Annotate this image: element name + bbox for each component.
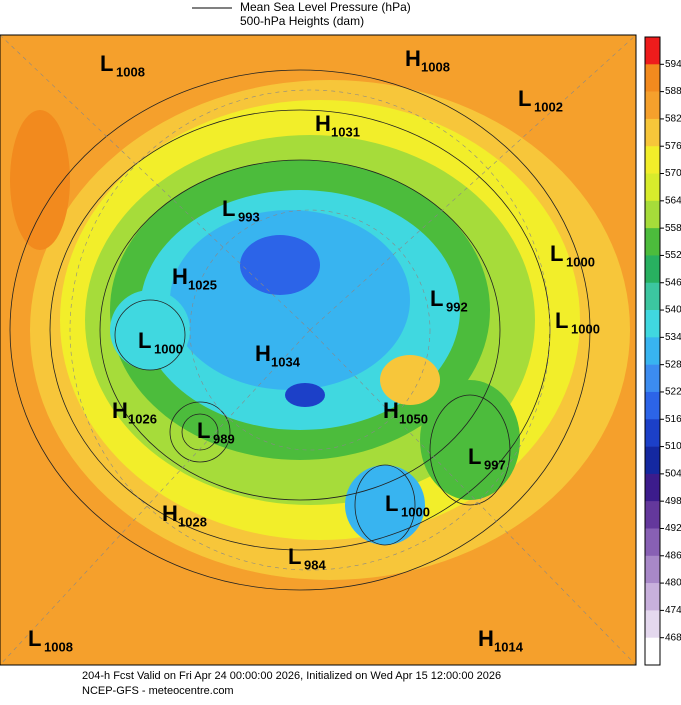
center-letter: H — [383, 398, 399, 423]
center-value: 992 — [446, 299, 468, 314]
center-letter: L — [138, 328, 151, 353]
colorbar-label: 534 — [665, 332, 681, 343]
colorbar-label: 492 — [665, 523, 681, 534]
map-frame — [0, 34, 637, 666]
colorbar-swatch — [645, 337, 660, 365]
colorbar-label: 546 — [665, 277, 681, 288]
center-letter: L — [385, 491, 398, 516]
colorbar-swatch — [645, 228, 660, 256]
colorbar-swatch — [645, 310, 660, 338]
center-value: 1008 — [421, 59, 450, 74]
center-letter: L — [518, 86, 531, 111]
colorbar-label: 528 — [665, 359, 681, 370]
colorbar-label: 504 — [665, 469, 681, 480]
colorbar-swatch — [645, 255, 660, 284]
center-letter: H — [255, 341, 271, 366]
center-letter: H — [405, 46, 421, 71]
center-letter: L — [28, 626, 41, 651]
center-value: 1031 — [331, 124, 360, 139]
colorbar-label: 564 — [665, 195, 681, 206]
colorbar-label: 498 — [665, 496, 681, 507]
center-letter: L — [197, 418, 210, 443]
center-value: 1000 — [401, 504, 430, 519]
colorbar-swatch — [645, 364, 660, 393]
colorbar-swatch — [645, 91, 660, 120]
center-value: 1000 — [154, 341, 183, 356]
center-value: 993 — [238, 209, 260, 224]
center-value: 1025 — [188, 277, 217, 292]
center-letter: H — [112, 398, 128, 423]
legend-text: 500-hPa Heights (dam) — [240, 14, 364, 28]
legend-text: Mean Sea Level Pressure (hPa) — [240, 0, 411, 14]
center-letter: H — [172, 264, 188, 289]
colorbar-swatch — [645, 583, 660, 611]
center-letter: H — [478, 626, 494, 651]
colorbar-swatch — [645, 528, 660, 557]
colorbar-label: 480 — [665, 578, 681, 589]
center-value: 1000 — [566, 254, 595, 269]
colorbar-label: 594 — [665, 59, 681, 70]
center-value: 1034 — [271, 354, 301, 369]
colorbar-swatch — [645, 200, 660, 229]
center-letter: L — [468, 444, 481, 469]
colorbar-swatch — [645, 555, 660, 584]
colorbar-label: 516 — [665, 414, 681, 425]
colorbar-swatch — [645, 282, 660, 311]
center-value: 1008 — [116, 64, 145, 79]
colorbar-swatch — [645, 146, 660, 174]
colorbar-label: 570 — [665, 168, 681, 179]
colorbar-label: 588 — [665, 86, 681, 97]
center-letter: L — [430, 286, 443, 311]
colorbar-swatch — [645, 391, 660, 420]
colorbar-label: 576 — [665, 141, 681, 152]
colorbar-swatch — [645, 173, 660, 202]
center-value: 1002 — [534, 99, 563, 114]
colorbar-swatch — [645, 446, 660, 475]
center-letter: L — [555, 308, 568, 333]
colorbar-swatch — [645, 610, 660, 638]
colorbar-label: 522 — [665, 387, 681, 398]
center-value: 989 — [213, 431, 235, 446]
colorbar-label: 486 — [665, 550, 681, 561]
center-value: 1014 — [494, 639, 524, 654]
colorbar-label: 468 — [665, 632, 681, 643]
center-value: 1028 — [178, 514, 207, 529]
center-value: 1026 — [128, 411, 157, 426]
center-letter: L — [100, 51, 113, 76]
center-value: 1000 — [571, 321, 600, 336]
center-letter: L — [550, 241, 563, 266]
footer-text: NCEP-GFS - meteocentre.com — [82, 685, 234, 697]
height-field — [0, 35, 636, 665]
colorbar-swatch — [645, 64, 660, 92]
center-value: 997 — [484, 457, 506, 472]
colorbar-label: 552 — [665, 250, 681, 261]
colorbar-swatch — [645, 501, 660, 529]
colorbar-label: 510 — [665, 441, 681, 452]
colorbar-label: 540 — [665, 305, 681, 316]
center-letter: H — [162, 501, 178, 526]
center-value: 1050 — [399, 411, 428, 426]
center-letter: H — [315, 111, 331, 136]
colorbar-swatch — [645, 118, 660, 147]
colorbar-frame — [644, 36, 661, 666]
colorbar-swatch — [645, 473, 660, 502]
center-value: 984 — [304, 557, 326, 572]
colorbar-label: 558 — [665, 223, 681, 234]
colorbar-swatch — [645, 419, 660, 447]
colorbar-swatch — [645, 37, 660, 65]
center-letter: L — [222, 196, 235, 221]
colorbar-label: 474 — [665, 605, 681, 616]
center-value: 1008 — [44, 639, 73, 654]
colorbar-swatch — [645, 637, 660, 666]
colorbar-label: 582 — [665, 114, 681, 125]
footer-text: 204-h Fcst Valid on Fri Apr 24 00:00:00 … — [82, 670, 501, 682]
center-letter: L — [288, 544, 301, 569]
